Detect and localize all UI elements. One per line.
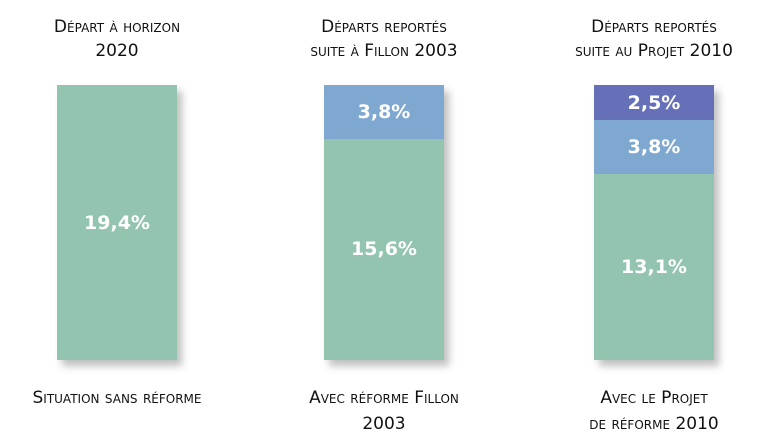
bar-segment [594, 174, 714, 360]
bar-segment [324, 138, 444, 360]
value-label: 2,5% [627, 91, 681, 114]
column-title: 2020 [95, 41, 139, 61]
category-label: Avec réforme Fillon [309, 388, 459, 408]
column-title: suite à Fillon 2003 [310, 41, 458, 61]
column-title: Départ à horizon [53, 17, 181, 37]
value-label: 13,1% [621, 256, 687, 279]
value-label: 19,4% [84, 211, 150, 234]
value-label: 3,8% [357, 100, 411, 123]
bar-segment [594, 85, 714, 121]
category-label: Situation sans réforme [32, 388, 202, 408]
value-label: 3,8% [627, 136, 681, 159]
bar-segment [324, 85, 444, 139]
bar-segment [594, 120, 714, 175]
value-label: 15,6% [351, 238, 417, 261]
column-title: Départs reportés [591, 17, 717, 37]
category-label: de réforme 2010 [589, 414, 719, 434]
column-title: suite au Projet 2010 [575, 41, 733, 61]
category-label: Avec le Projet [600, 388, 708, 408]
bar-segment [57, 85, 177, 360]
category-label: 2003 [362, 414, 406, 434]
column-title: Départs reportés [321, 17, 447, 37]
